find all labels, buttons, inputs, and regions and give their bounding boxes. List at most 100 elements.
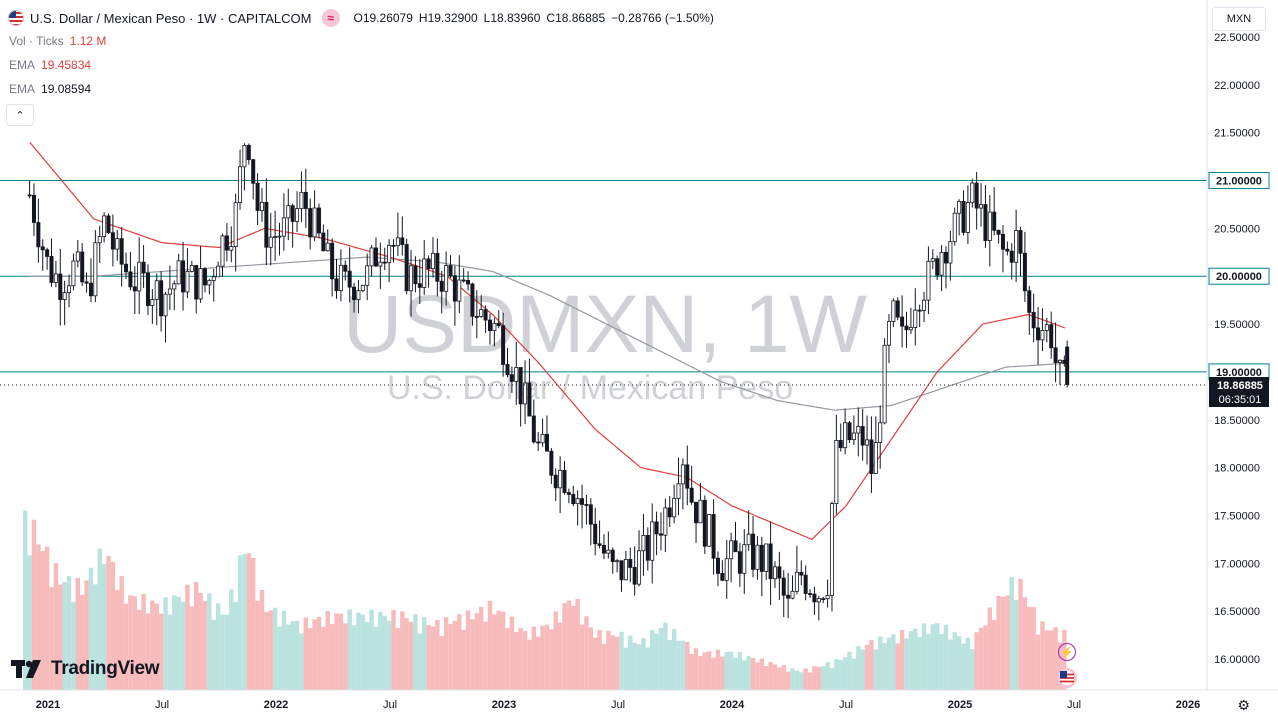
candle-down <box>347 270 352 288</box>
volume-bar <box>246 553 252 690</box>
candle-up <box>922 299 927 311</box>
candle-up <box>71 260 76 287</box>
candle-down <box>689 487 694 503</box>
volume-bar <box>84 580 89 690</box>
bar-countdown: 06:35:01 <box>1219 394 1262 406</box>
candle-down <box>549 450 554 476</box>
currency-selector[interactable]: MXN <box>1212 7 1266 31</box>
volume-bar <box>229 589 234 690</box>
candle-down <box>373 247 378 267</box>
tradingview-logo[interactable]: TradingView <box>11 658 160 680</box>
volume-bar <box>88 567 94 690</box>
volume-bar <box>952 632 957 690</box>
candle-down <box>439 280 444 292</box>
volume-bar <box>303 617 309 690</box>
brand-name: TradingView <box>51 658 160 679</box>
volume-bar <box>619 631 624 690</box>
candle-down <box>417 283 422 288</box>
candle-up <box>698 499 703 524</box>
candle-up <box>67 285 72 294</box>
volume-legend[interactable]: Vol · Ticks 1.12 M <box>9 34 106 48</box>
volume-bar <box>821 666 826 690</box>
candle-down <box>1000 233 1005 250</box>
ema50-legend[interactable]: EMA 19.45834 <box>9 58 91 72</box>
wave-icon[interactable]: ≈ <box>321 9 340 27</box>
candle-up <box>878 422 883 443</box>
candle-down <box>571 494 576 505</box>
volume-bar <box>948 639 953 690</box>
volume-bar <box>553 611 558 690</box>
candle-down <box>1018 230 1023 254</box>
ema200-label: EMA <box>9 82 36 96</box>
volume-bar <box>461 629 466 690</box>
volume-bar <box>483 621 488 690</box>
volume-bar <box>215 603 221 690</box>
candle-up <box>948 241 953 264</box>
volume-bar <box>259 589 265 690</box>
collapse-legend-button[interactable]: ⌃ <box>6 104 34 126</box>
candle-down <box>619 560 624 581</box>
candle-up <box>724 558 729 581</box>
price-tick-label: 17.00000 <box>1214 558 1260 570</box>
us-flag-icon[interactable] <box>1057 668 1077 688</box>
volume-bar <box>685 641 690 690</box>
volume-bar <box>882 642 887 690</box>
volume-bar <box>562 603 567 690</box>
candle-down <box>194 265 199 300</box>
candle-down <box>1005 248 1010 252</box>
volume-bar <box>584 616 589 690</box>
candle-down <box>106 215 111 234</box>
volume-bar <box>987 607 993 690</box>
volume-bar <box>176 596 181 690</box>
ema200-legend[interactable]: EMA 19.08594 <box>9 82 91 96</box>
candle-down <box>413 265 418 285</box>
volume-bar <box>194 581 199 690</box>
candle-up <box>952 212 957 243</box>
candle-up <box>457 279 462 302</box>
volume-bar <box>128 595 133 690</box>
candle-down <box>580 498 585 505</box>
candle-up <box>680 464 685 485</box>
candle-down <box>601 545 606 554</box>
lightning-icon[interactable]: ⚡ <box>1058 643 1076 661</box>
volume-bar <box>452 621 458 690</box>
time-axis[interactable]: 2021 Jul 2022 Jul 2023 Jul 2024 Jul 2025 Jul 2026 <box>36 699 1200 711</box>
candle-up <box>615 560 620 563</box>
candle-down <box>992 211 997 231</box>
candle-down <box>566 492 571 495</box>
symbol-title[interactable]: U.S. Dollar / Mexican Peso · 1W · CAPITA… <box>30 10 312 26</box>
volume-bar <box>921 623 927 690</box>
volume-bar <box>689 654 694 690</box>
volume-bar <box>457 614 462 690</box>
price-axis[interactable]: 22.50000 22.00000 21.50000 21.00000 20.50000… <box>1208 32 1270 666</box>
candle-down <box>869 439 874 474</box>
volume-bar <box>44 546 50 690</box>
ema50-value: 19.45834 <box>41 58 92 72</box>
candle-down <box>658 533 663 536</box>
volume-bar <box>400 611 405 690</box>
volume-bar <box>693 648 699 690</box>
gear-icon[interactable]: ⚙ <box>1237 697 1250 713</box>
candle-up <box>623 559 628 581</box>
candle-up <box>53 273 58 283</box>
volume-bar <box>40 551 45 690</box>
volume-bar <box>658 627 664 690</box>
volume-bar <box>536 636 541 690</box>
volume-bar <box>220 614 225 690</box>
candle-up <box>295 208 300 222</box>
candle-down <box>808 593 813 595</box>
candle-down <box>536 441 541 444</box>
volume-bar <box>917 637 922 690</box>
volume-bar <box>360 614 366 690</box>
close-label: C <box>546 11 556 25</box>
volume-bar <box>728 651 734 690</box>
candle-down <box>527 382 532 417</box>
candle-up <box>764 543 769 572</box>
candle-down <box>917 309 922 312</box>
volume-bar <box>264 612 269 690</box>
volume-bar <box>965 637 971 690</box>
candle-down <box>119 238 124 265</box>
volume-bar <box>132 596 138 690</box>
chevron-up-icon: ⌃ <box>15 109 25 122</box>
